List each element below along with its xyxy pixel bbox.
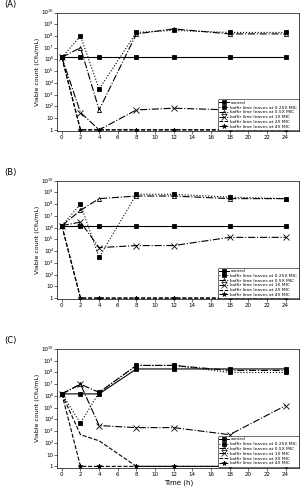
Y-axis label: Viable count (Cfu/mL): Viable count (Cfu/mL) [35,374,40,442]
Legend: control, kaffir lime leaves at 0.25X MIC, kaffir lime leaves at 0.5X MIC, kaffir: control, kaffir lime leaves at 0.25X MIC… [218,100,299,130]
X-axis label: Time (h): Time (h) [164,480,193,486]
Text: (C): (C) [4,336,16,345]
Y-axis label: Viable count (Cfu/mL): Viable count (Cfu/mL) [35,38,40,106]
Text: (B): (B) [4,168,16,177]
Legend: control, kaffir lime leaves at 0.25X MIC, kaffir lime leaves at 0.5X MIC, kaffir: control, kaffir lime leaves at 0.25X MIC… [218,268,299,298]
Y-axis label: Viable count (Cfu/mL): Viable count (Cfu/mL) [35,206,40,274]
Text: (A): (A) [4,0,16,9]
Legend: control, kaffir lime leaves at 0.25X MIC, kaffir lime leaves at 0.5X MIC, kaffir: control, kaffir lime leaves at 0.25X MIC… [218,436,299,466]
